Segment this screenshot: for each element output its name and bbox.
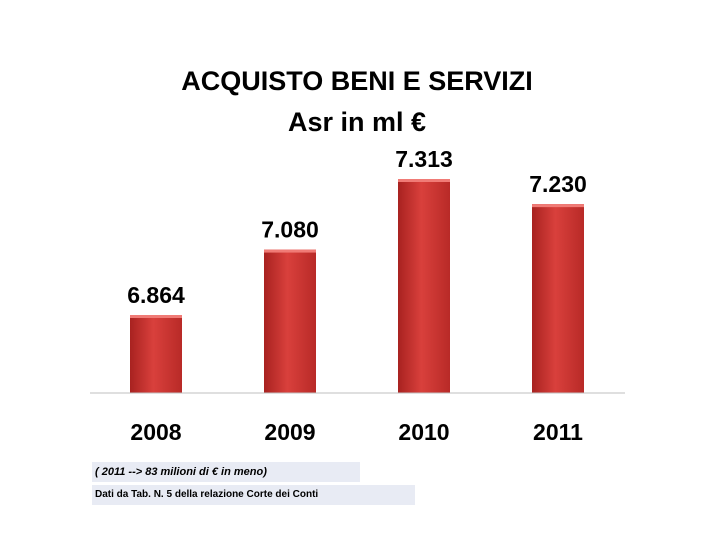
bar-2011 — [532, 204, 584, 393]
difference-note: ( 2011 --> 83 milioni di € in meno) — [92, 462, 360, 482]
x-tick-label-2011: 2011 — [533, 419, 583, 445]
bars-group — [130, 179, 584, 393]
bar-top-highlight — [264, 249, 316, 253]
chart-title: ACQUISTO BENI E SERVIZI — [181, 66, 533, 96]
bar-2008 — [130, 315, 182, 393]
data-label-2008: 6.864 — [127, 282, 185, 308]
bar-top-highlight — [398, 179, 450, 182]
labels-group: 6.864 2008 7.080 2009 7.313 2010 7.230 2011 — [127, 146, 587, 445]
bar-2010 — [398, 179, 450, 393]
data-label-2009: 7.080 — [261, 217, 319, 243]
bar-2009 — [264, 249, 316, 393]
source-note: Dati da Tab. N. 5 della relazione Corte … — [92, 485, 415, 505]
data-label-2010: 7.313 — [395, 146, 453, 172]
x-tick-label-2009: 2009 — [264, 419, 315, 445]
x-tick-label-2008: 2008 — [130, 419, 181, 445]
data-label-2011: 7.230 — [529, 171, 587, 197]
bar-top-highlight — [532, 204, 584, 208]
chart-subtitle: Asr in ml € — [288, 107, 426, 137]
x-tick-label-2010: 2010 — [398, 419, 449, 445]
bar-top-highlight — [130, 315, 182, 318]
